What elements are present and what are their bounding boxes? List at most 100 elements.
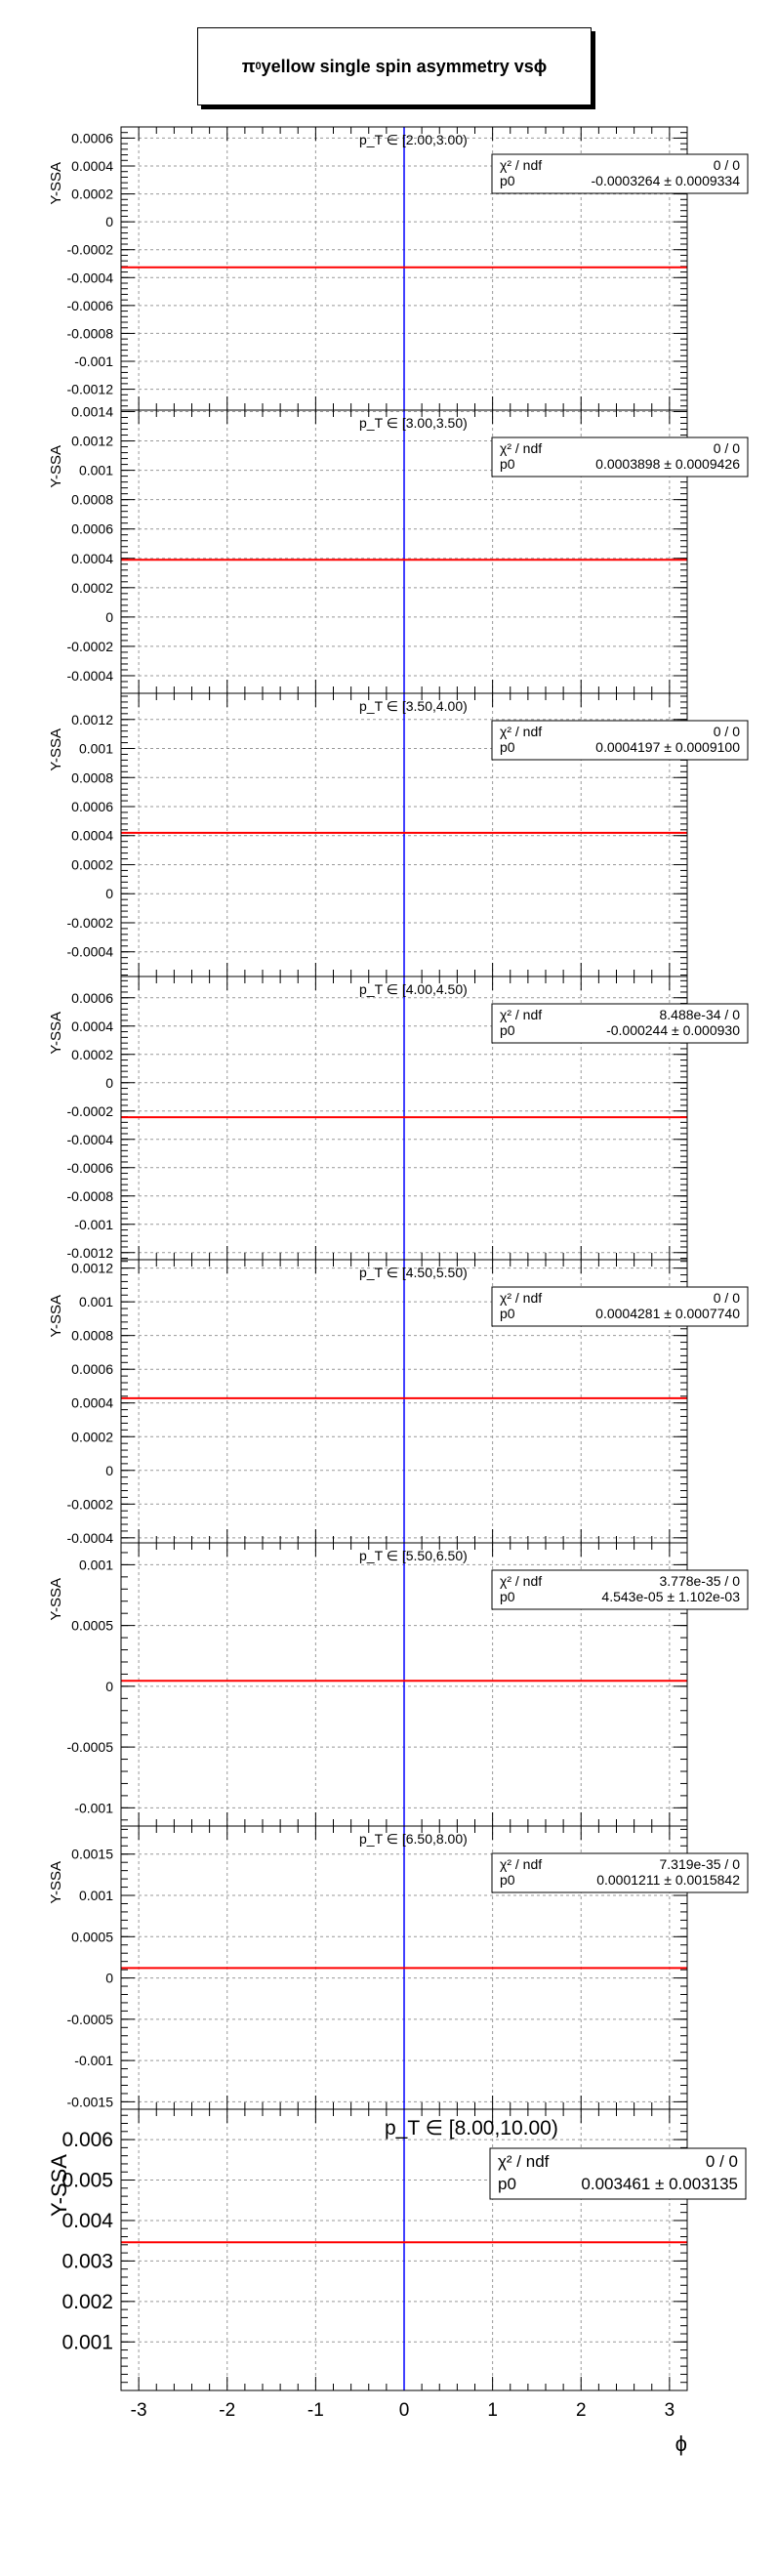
y-tick-label: -0.0002: [67, 639, 114, 654]
panel-label: p_T ∈ [3.00,3.50): [359, 415, 468, 431]
fit-stats-box: [489, 2147, 747, 2200]
y-tick-label: 0.0012: [71, 434, 113, 449]
y-tick-label: 0: [105, 1971, 113, 1986]
x-axis-title: ϕ: [675, 2431, 687, 2456]
fit-stats-box: [491, 1286, 749, 1327]
chi2-value: 8.488e-34 / 0: [659, 1007, 740, 1022]
p0-value: 0.0004197 ± 0.0009100: [595, 739, 740, 755]
panel-6: -0.001 -0.0005 0 0.0005 0.001 p_T ∈ [5.50,6.5…: [48, 1542, 749, 1827]
y-tick-label: 0.001: [79, 1888, 113, 1903]
title-text: yellow single spin asymmetry vs: [261, 56, 534, 76]
y-tick-label: -0.0002: [67, 1103, 114, 1119]
y-axis-title: Y-SSA: [48, 162, 64, 205]
p0-value: -0.0003264 ± 0.0009334: [592, 173, 741, 188]
p0-label: p0: [500, 173, 515, 188]
y-tick-label: 0.0006: [71, 1361, 113, 1377]
p0-value: 0.0003898 ± 0.0009426: [595, 456, 740, 472]
y-tick-label: -0.0008: [67, 325, 114, 341]
chi2-label: χ² / ndf: [500, 440, 542, 456]
y-tick-label: 0.0006: [71, 130, 113, 145]
chi2-label: χ² / ndf: [500, 1856, 542, 1872]
panel-7: -0.0015 -0.001 -0.0005 0 0.0005 0.001 0.0015 p_…: [48, 1825, 749, 2110]
y-tick-label: -0.0012: [67, 382, 114, 397]
y-tick-label: 0.003: [61, 2250, 113, 2272]
panel-label: p_T ∈ [3.50,4.00): [359, 698, 468, 714]
chi2-value: 0 / 0: [714, 724, 740, 739]
y-tick-label: 0.0002: [71, 1047, 113, 1062]
y-tick-label: 0.0008: [71, 769, 113, 785]
panel-label: p_T ∈ [6.50,8.00): [359, 1831, 468, 1847]
y-tick-label: 0.0008: [71, 492, 113, 508]
x-tick-label: -2: [219, 2400, 235, 2421]
p0-label: p0: [500, 739, 515, 755]
panel-frame: [120, 2108, 688, 2391]
fit-stats-box: [491, 720, 749, 761]
y-axis-title: Y-SSA: [48, 728, 64, 771]
panel-8: 0.001 0.002 0.003 0.004 0.005 0.006 p_T ∈ [8.0…: [47, 2108, 747, 2391]
y-tick-label: 0.0005: [71, 1618, 113, 1634]
y-axis-title: Y-SSA: [48, 1295, 64, 1338]
y-tick-label: 0: [105, 1463, 113, 1478]
y-tick-label: 0.0004: [71, 551, 113, 566]
y-tick-label: 0.0014: [71, 404, 113, 420]
y-tick-label: -0.0005: [67, 1739, 114, 1755]
fit-stats-box: [491, 1003, 749, 1044]
p0-value: 0.0004281 ± 0.0007740: [595, 1306, 740, 1321]
fit-stats-box: [491, 153, 749, 194]
y-tick-label: 0.001: [79, 1557, 113, 1572]
y-tick-label: 0: [105, 1075, 113, 1091]
x-tick-label: 2: [576, 2400, 587, 2421]
chi2-label: χ² / ndf: [500, 1290, 542, 1306]
y-tick-label: 0.0005: [71, 1929, 113, 1944]
title-superscript: 0: [255, 61, 262, 72]
title-prefix: π: [241, 56, 256, 76]
y-tick-label: 0.0012: [71, 1261, 113, 1276]
y-tick-label: 0.001: [79, 741, 113, 757]
y-axis-title: Y-SSA: [48, 1861, 64, 1904]
y-tick-label: -0.0004: [67, 270, 114, 285]
chi2-label: χ² / ndf: [498, 2152, 550, 2171]
y-tick-label: 0.0006: [71, 521, 113, 537]
y-tick-label: 0.002: [61, 2291, 113, 2313]
p0-label: p0: [500, 456, 515, 472]
y-tick-label: 0.0006: [71, 990, 113, 1006]
chi2-value: 0 / 0: [714, 440, 740, 456]
chi2-value: 7.319e-35 / 0: [659, 1856, 740, 1872]
y-tick-label: -0.0006: [67, 298, 114, 313]
y-tick-label: -0.0008: [67, 1188, 114, 1204]
y-tick-label: -0.0004: [67, 668, 114, 684]
p0-label: p0: [500, 1022, 515, 1038]
panel-label: p_T ∈ [4.50,5.50): [359, 1265, 468, 1280]
y-tick-label: -0.0006: [67, 1160, 114, 1176]
y-tick-label: 0: [105, 609, 113, 625]
x-tick-label: -1: [307, 2400, 324, 2421]
p0-label: p0: [500, 1872, 515, 1888]
p0-label: p0: [500, 1589, 515, 1604]
y-tick-label: -0.001: [74, 1217, 113, 1232]
y-tick-label: -0.0002: [67, 242, 114, 258]
fit-stats-box: [491, 436, 749, 478]
panel-1: -0.0012 -0.001 -0.0008 -0.0006 -0.0004 -0.000…: [48, 126, 749, 411]
p0-value: 0.003461 ± 0.003135: [581, 2175, 738, 2193]
panel-5: -0.0004 -0.0002 0 0.0002 0.0004 0.0006 0.0008 0…: [48, 1259, 749, 1546]
y-tick-label: 0.0006: [71, 799, 113, 814]
y-tick-label: 0.0004: [71, 828, 113, 844]
y-tick-label: 0.0002: [71, 856, 113, 872]
chi2-value: 0 / 0: [714, 1290, 740, 1306]
panel-label: p_T ∈ [2.00,3.00): [359, 132, 468, 147]
y-tick-label: 0.0004: [71, 1018, 113, 1034]
chi2-label: χ² / ndf: [500, 1007, 542, 1022]
fit-stats-box: [491, 1569, 749, 1610]
p0-value: -0.000244 ± 0.000930: [606, 1022, 740, 1038]
y-tick-label: 0.0002: [71, 187, 113, 202]
p0-value: 0.0001211 ± 0.0015842: [596, 1872, 740, 1888]
y-tick-label: 0.0002: [71, 580, 113, 596]
panel-label: p_T ∈ [8.00,10.00): [385, 2117, 558, 2140]
y-tick-label: -0.0002: [67, 915, 114, 931]
x-tick-label: 3: [665, 2400, 675, 2421]
x-tick-label: -3: [131, 2400, 147, 2421]
chi2-label: χ² / ndf: [500, 724, 542, 739]
y-tick-label: 0: [105, 886, 113, 901]
y-tick-label: 0.0015: [71, 1847, 113, 1862]
